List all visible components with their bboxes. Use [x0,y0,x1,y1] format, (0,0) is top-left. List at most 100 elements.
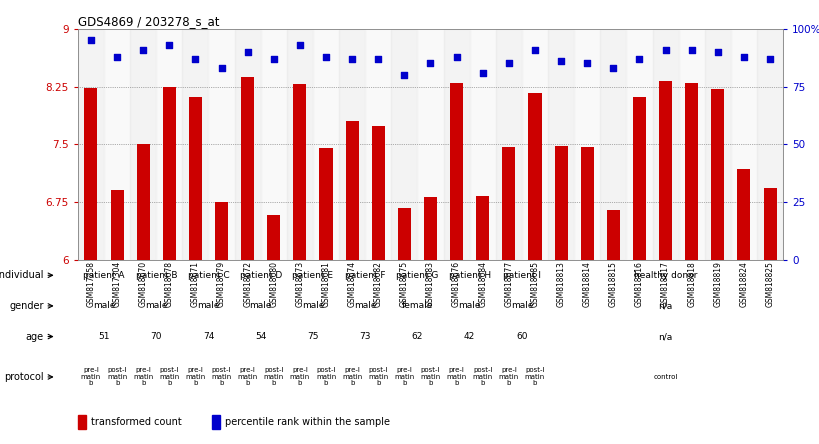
Text: post-I
matin
b: post-I matin b [264,368,283,386]
Bar [339,29,364,260]
Bar [600,29,626,260]
Point [111,53,124,60]
Bar [104,29,130,260]
Text: pre-I
matin
b: pre-I matin b [133,368,153,386]
Point [580,60,593,67]
Text: patient E: patient E [292,271,333,280]
Bar [756,29,782,260]
Point [762,56,776,63]
Bar [495,29,521,260]
Bar [521,29,547,260]
Text: 51: 51 [98,332,110,341]
Text: male: male [93,301,115,310]
Point [84,37,97,44]
Text: patient D: patient D [239,271,282,280]
Bar [580,147,593,260]
Text: percentile rank within the sample: percentile rank within the sample [224,417,389,427]
Point [606,64,619,71]
Point [476,69,489,76]
Text: pre-I
matin
b: pre-I matin b [342,368,362,386]
Bar [78,29,104,260]
Text: male: male [510,301,532,310]
Bar [678,29,704,260]
Bar [652,29,678,260]
Bar [685,83,697,260]
Text: patient G: patient G [396,271,438,280]
Point [215,64,228,71]
Text: patient B: patient B [135,271,177,280]
Bar [397,208,410,260]
Text: n/a: n/a [658,332,672,341]
Text: pre-I
matin
b: pre-I matin b [289,368,310,386]
Bar [371,126,384,260]
Bar [78,415,86,429]
Text: patient H: patient H [448,271,490,280]
Bar [137,144,150,260]
Bar [211,415,220,429]
Bar [234,29,260,260]
Bar [573,29,600,260]
Bar [260,29,287,260]
Bar [267,215,280,260]
Text: gender: gender [9,301,43,311]
Text: age: age [25,332,43,341]
Bar [762,188,776,260]
Text: male: male [145,301,167,310]
Text: patient F: patient F [345,271,385,280]
Bar [736,169,749,260]
Text: male: male [354,301,376,310]
Bar [287,29,313,260]
Point [685,46,698,53]
Point [293,41,306,48]
Point [527,46,541,53]
Text: 70: 70 [151,332,162,341]
Point [188,56,201,63]
Point [554,58,567,65]
Bar [182,29,208,260]
Text: 73: 73 [359,332,370,341]
Point [423,60,437,67]
Text: pre-I
matin
b: pre-I matin b [81,368,101,386]
Point [502,60,515,67]
Point [736,53,749,60]
Text: post-I
matin
b: post-I matin b [368,368,388,386]
Bar [241,77,254,260]
Point [450,53,463,60]
Bar [391,29,417,260]
Text: protocol: protocol [4,372,43,382]
Text: n/a: n/a [658,301,672,310]
Text: post-I
matin
b: post-I matin b [211,368,232,386]
Text: 75: 75 [307,332,319,341]
Text: male: male [301,301,324,310]
Point [710,48,723,56]
Text: 54: 54 [255,332,266,341]
Point [658,46,672,53]
Bar [345,121,358,260]
Text: 42: 42 [464,332,475,341]
Text: GDS4869 / 203278_s_at: GDS4869 / 203278_s_at [78,15,219,28]
Bar [215,202,228,260]
Text: 60: 60 [515,332,527,341]
Bar [476,196,489,260]
Bar [730,29,756,260]
Point [241,48,254,56]
Text: post-I
matin
b: post-I matin b [315,368,336,386]
Text: post-I
matin
b: post-I matin b [524,368,545,386]
Text: 74: 74 [202,332,214,341]
Text: male: male [458,301,480,310]
Text: transformed count: transformed count [90,417,181,427]
Point [632,56,645,63]
Bar [606,210,619,260]
Bar [188,97,201,260]
Point [162,41,175,48]
Point [397,71,410,79]
Text: individual: individual [0,270,43,280]
Bar [554,146,567,260]
Point [137,46,150,53]
Bar [632,97,645,260]
Text: patient A: patient A [84,271,124,280]
Text: male: male [197,301,219,310]
Point [267,56,280,63]
Bar [450,83,463,260]
Bar [163,87,175,260]
